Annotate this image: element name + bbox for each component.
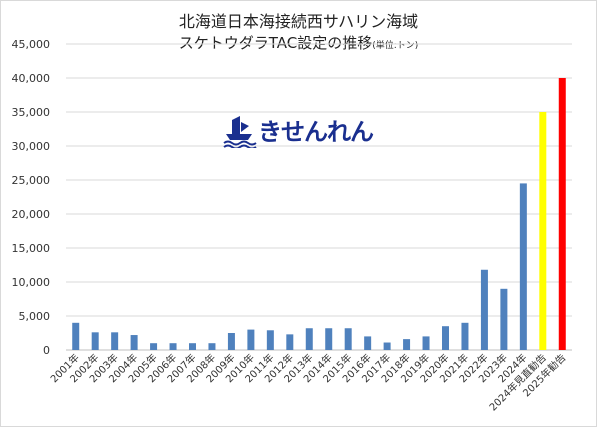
bar xyxy=(150,343,158,350)
y-tick-label: 40,000 xyxy=(12,72,51,85)
y-tick-label: 5,000 xyxy=(19,310,51,323)
x-axis-ticks: 2001年2002年2003年2004年2005年2006年2007年2008年… xyxy=(48,351,569,414)
bar xyxy=(383,342,391,350)
bar xyxy=(500,288,508,350)
bar xyxy=(111,332,119,350)
gridlines xyxy=(66,43,572,351)
bar xyxy=(325,328,333,350)
y-tick-label: 15,000 xyxy=(12,242,51,255)
bar xyxy=(519,183,527,350)
kisenren-logo: きせんれん xyxy=(222,112,382,148)
bar xyxy=(403,339,411,350)
bar xyxy=(208,343,216,350)
y-tick-label: 30,000 xyxy=(12,140,51,153)
y-tick-label: 10,000 xyxy=(12,276,51,289)
bar xyxy=(130,335,138,350)
bar xyxy=(539,112,547,350)
chart-title: 北海道日本海接続西サハリン海域 xyxy=(178,12,419,31)
bar xyxy=(364,336,372,350)
y-tick-label: 45,000 xyxy=(12,38,51,51)
ship-wave-icon xyxy=(223,116,257,148)
bar xyxy=(422,336,430,350)
bar xyxy=(72,322,80,350)
bar xyxy=(480,269,488,350)
y-tick-label: 20,000 xyxy=(12,208,51,221)
logo-text: きせんれん xyxy=(258,118,374,146)
bar xyxy=(558,78,566,350)
y-tick-label: 0 xyxy=(43,344,50,357)
bar xyxy=(189,343,196,350)
bar xyxy=(227,333,235,350)
bar xyxy=(266,330,274,350)
subtitle-main: スケトウダラTAC設定の推移 xyxy=(178,34,373,52)
bar xyxy=(305,328,313,350)
bar xyxy=(344,328,352,350)
unit-label: (単位:トン) xyxy=(372,41,419,51)
bar xyxy=(442,326,449,350)
bar xyxy=(247,329,255,350)
bar xyxy=(461,322,469,350)
y-tick-label: 35,000 xyxy=(12,106,51,119)
y-tick-label: 25,000 xyxy=(12,174,51,187)
bar xyxy=(286,334,294,350)
y-axis-ticks: 0 5,000 10,000 15,000 20,000 25,000 30,000 35,0… xyxy=(12,38,51,357)
bar xyxy=(91,332,99,350)
chart-subtitle: スケトウダラTAC設定の推移(単位:トン) xyxy=(0,32,597,53)
bar xyxy=(169,343,177,350)
bars xyxy=(72,78,566,350)
